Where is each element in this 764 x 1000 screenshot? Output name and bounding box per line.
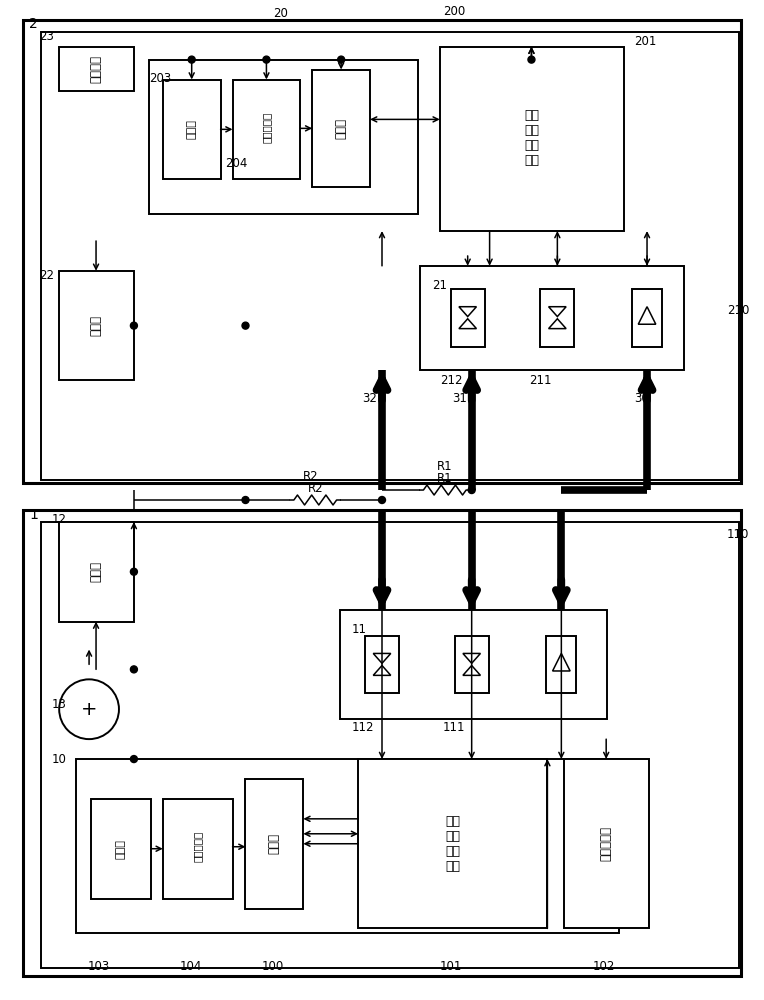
Circle shape [131,322,138,329]
Text: 102: 102 [593,960,615,973]
Text: 12: 12 [51,513,66,526]
Circle shape [131,666,138,673]
Text: 11: 11 [352,623,367,636]
Bar [232,80,300,179]
Text: 210: 210 [727,304,749,317]
Text: 稳定等待部: 稳定等待部 [261,112,271,143]
Text: R1: R1 [437,460,452,473]
Bar [440,47,624,231]
Text: 解调器: 解调器 [89,561,102,582]
Text: 振荡电路: 振荡电路 [89,55,102,83]
Text: 22: 22 [39,269,54,282]
Bar [312,70,370,187]
Bar [632,289,662,347]
Text: 111: 111 [443,721,465,734]
Bar [24,510,740,976]
Text: 20: 20 [273,7,288,20]
Circle shape [242,322,249,329]
Text: 211: 211 [529,374,552,387]
Text: R1: R1 [437,472,452,485]
Text: +: + [81,700,97,719]
Text: 稳定等待部: 稳定等待部 [193,831,202,862]
Bar [76,759,619,933]
Bar [59,47,134,91]
Bar [41,522,739,968]
Text: 203: 203 [149,72,171,85]
Circle shape [528,56,535,63]
Text: 200: 200 [444,5,466,18]
Bar [91,799,151,899]
Circle shape [131,568,138,575]
Text: 32: 32 [362,392,377,405]
Text: 1: 1 [29,508,38,522]
Text: 检测部: 检测部 [116,839,126,859]
Circle shape [338,56,345,63]
Bar [59,522,134,622]
Bar [24,20,740,483]
Bar [420,266,684,370]
Circle shape [188,56,195,63]
Bar [358,759,547,928]
Bar [149,60,418,214]
Text: 104: 104 [180,960,202,973]
Bar [451,289,484,347]
Text: 212: 212 [440,374,462,387]
Text: 时钟控制部: 时钟控制部 [600,826,613,861]
Circle shape [468,487,475,494]
Text: 10: 10 [51,753,66,766]
Text: 输入
出端
子控
制部: 输入 出端 子控 制部 [445,815,460,873]
Text: 103: 103 [88,960,110,973]
Bar [340,610,607,719]
Circle shape [263,56,270,63]
Circle shape [131,756,138,763]
Bar [163,80,221,179]
Bar [365,636,399,693]
Bar [455,636,489,693]
Text: 控制器: 控制器 [335,118,348,139]
Circle shape [242,497,249,503]
Bar [540,289,575,347]
Text: 13: 13 [51,698,66,711]
Text: 204: 204 [225,157,248,170]
Text: 调节器: 调节器 [89,315,102,336]
Text: 检测部: 检测部 [186,119,196,139]
Text: 30: 30 [634,392,649,405]
Text: 输入
出端
子控
制部: 输入 出端 子控 制部 [524,109,539,167]
Text: 31: 31 [452,392,467,405]
Bar [163,799,232,899]
Text: 112: 112 [352,721,374,734]
Text: R2: R2 [307,482,323,495]
Bar [59,271,134,380]
Text: 201: 201 [634,35,656,48]
Bar [245,779,303,909]
Text: 控制器: 控制器 [268,833,281,854]
Circle shape [378,497,386,503]
Bar [41,32,739,480]
Text: 100: 100 [261,960,283,973]
Text: 110: 110 [727,528,749,541]
Text: R2: R2 [303,470,318,483]
Text: 101: 101 [439,960,462,973]
Bar [546,636,576,693]
Text: 21: 21 [432,279,447,292]
Text: 2: 2 [29,17,38,31]
Text: 23: 23 [39,30,54,43]
Bar [565,759,649,928]
